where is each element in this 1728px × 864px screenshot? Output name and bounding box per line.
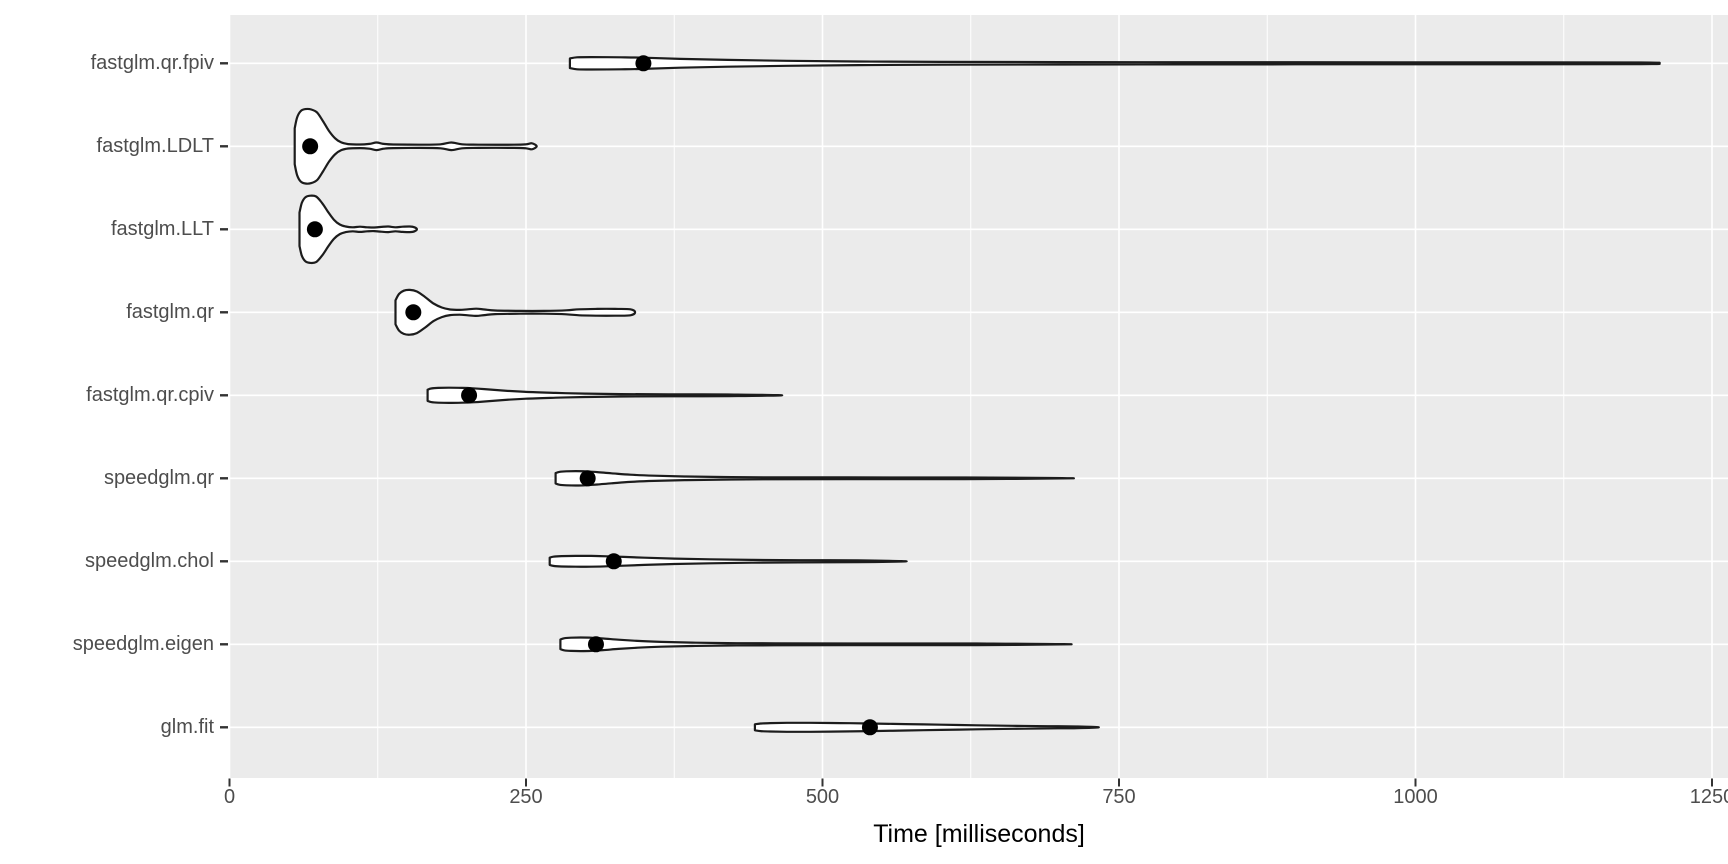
x-axis-tick-label: 1000 — [1393, 786, 1438, 808]
median-point-fastglm.qr.fpiv — [635, 55, 652, 72]
violin-fastglm.qr — [394, 288, 637, 336]
y-axis-label-fastglm.LLT: fastglm.LLT — [111, 218, 214, 241]
y-axis-label-speedglm.chol: speedglm.chol — [85, 550, 214, 573]
median-points — [302, 55, 878, 736]
gridlines-major — [228, 15, 1713, 778]
violin-fastglm.qr.fpiv — [568, 56, 1661, 71]
median-point-speedglm.qr — [579, 470, 596, 487]
median-point-fastglm.LLT — [306, 221, 323, 238]
y-axis-label-fastglm.LDLT: fastglm.LDLT — [96, 135, 214, 158]
y-axis-label-fastglm.qr: fastglm.qr — [126, 301, 214, 324]
median-point-fastglm.qr.cpiv — [461, 387, 478, 404]
violin-speedglm.eigen — [559, 636, 1073, 653]
y-axis-label-speedglm.eigen: speedglm.eigen — [72, 633, 214, 656]
x-axis-tick-label: 750 — [1102, 786, 1136, 808]
y-axis-label-fastglm.qr.cpiv: fastglm.qr.cpiv — [86, 384, 214, 407]
x-axis-tick-label: 0 — [223, 786, 236, 808]
y-axis-label-fastglm.qr.fpiv: fastglm.qr.fpiv — [90, 52, 214, 75]
violin-fastglm.LDLT — [293, 107, 538, 185]
x-axis-tick-label: 500 — [805, 786, 840, 808]
median-point-speedglm.chol — [605, 553, 622, 570]
violin-speedglm.chol — [548, 554, 908, 568]
median-point-fastglm.qr — [405, 304, 422, 321]
x-axis-tick-label: 250 — [509, 786, 543, 808]
y-axis-label-speedglm.qr: speedglm.qr — [103, 467, 214, 490]
axis-ticks — [220, 62, 1713, 787]
median-point-speedglm.eigen — [587, 636, 604, 653]
median-point-glm.fit — [861, 719, 878, 736]
violin-fastglm.LLT — [298, 194, 418, 265]
y-axis-label-glm.fit: glm.fit — [160, 716, 214, 739]
median-point-fastglm.LDLT — [302, 138, 319, 155]
x-axis-title: Time [milliseconds] — [873, 820, 1085, 848]
violin-speedglm.qr — [554, 470, 1075, 487]
violin-glm.fit — [753, 721, 1100, 733]
x-axis-tick-label: 1250 — [1689, 786, 1728, 808]
